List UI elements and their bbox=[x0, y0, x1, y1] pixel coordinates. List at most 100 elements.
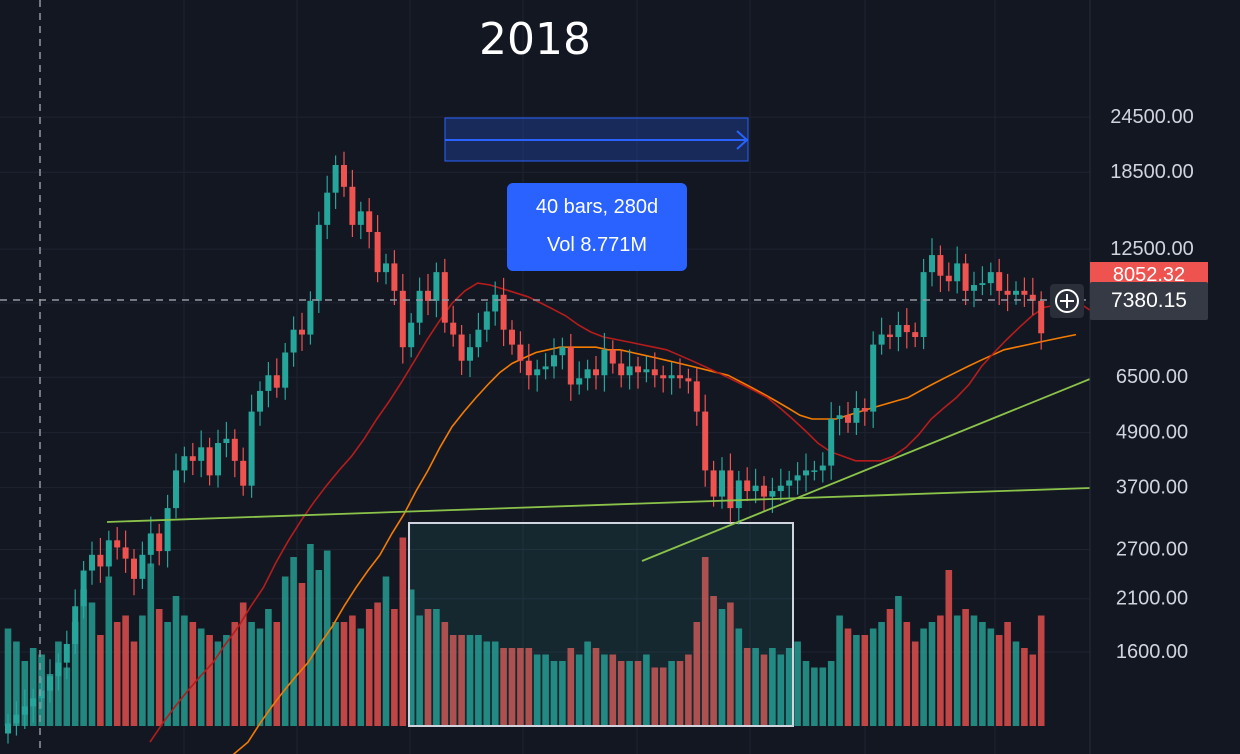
volume-bar bbox=[407, 589, 415, 726]
volume-bar bbox=[197, 628, 205, 726]
volume-bar bbox=[987, 628, 995, 726]
candle-body bbox=[727, 470, 734, 509]
ma-slow-line bbox=[232, 333, 1077, 754]
candle-body bbox=[761, 485, 767, 497]
volume-bar bbox=[508, 648, 516, 726]
volume-selection-box bbox=[408, 522, 794, 727]
volume-bar bbox=[315, 570, 323, 726]
candle-body bbox=[475, 329, 482, 348]
candle-body bbox=[324, 192, 331, 225]
candle-body bbox=[257, 390, 263, 412]
candle-body bbox=[215, 443, 221, 476]
candle-body bbox=[1029, 294, 1036, 301]
candle-body bbox=[273, 375, 280, 388]
volume-bar bbox=[449, 635, 457, 726]
volume-bar bbox=[424, 609, 432, 726]
volume-bar bbox=[349, 615, 356, 726]
price-axis[interactable]: 24500.0018500.0012500.009500.006500.0049… bbox=[1110, 106, 1193, 663]
volume-bar bbox=[937, 615, 944, 726]
volume-bar bbox=[567, 648, 575, 726]
candle-body bbox=[996, 272, 1003, 291]
candle-body bbox=[735, 480, 742, 509]
candle-body bbox=[231, 438, 238, 461]
volume-bar bbox=[752, 648, 759, 726]
candle-body bbox=[181, 456, 188, 471]
volume-bar bbox=[382, 576, 390, 726]
volume-bar bbox=[122, 615, 129, 726]
volume-bar bbox=[634, 661, 642, 726]
measure-arrow-head bbox=[736, 130, 749, 150]
add-plus-icon[interactable] bbox=[1050, 284, 1084, 318]
candle-body bbox=[794, 475, 801, 481]
volume-bar bbox=[466, 635, 474, 726]
volume-bar bbox=[298, 583, 306, 726]
candle-body bbox=[534, 369, 541, 376]
volume-bar bbox=[533, 654, 541, 726]
candle-body bbox=[845, 415, 851, 423]
candle-body bbox=[551, 355, 557, 367]
volume-bar bbox=[760, 654, 768, 726]
candle-body bbox=[626, 366, 633, 376]
volume-bar bbox=[105, 576, 113, 726]
candle-body bbox=[483, 311, 490, 330]
volume-bar bbox=[248, 622, 255, 726]
volume-bar bbox=[206, 635, 213, 726]
volume-bar bbox=[794, 641, 801, 726]
volume-bar bbox=[592, 648, 600, 726]
price-tick-label: 12500.00 bbox=[1110, 238, 1193, 260]
candle-body bbox=[63, 643, 70, 663]
candle-body bbox=[618, 363, 625, 376]
candle-body bbox=[433, 272, 440, 301]
candle-body bbox=[660, 375, 667, 379]
volume-bar bbox=[601, 654, 608, 726]
candle-body bbox=[912, 332, 919, 338]
candle-body bbox=[920, 272, 927, 338]
candle-body bbox=[1013, 290, 1019, 295]
volume-bar bbox=[80, 589, 87, 726]
volume-bar bbox=[861, 635, 869, 726]
candle-body bbox=[366, 211, 373, 232]
measure-volume-text: Vol 8.771M bbox=[546, 234, 648, 256]
candle-body bbox=[509, 329, 515, 345]
candle-body bbox=[542, 366, 549, 370]
volume-bar bbox=[1037, 615, 1045, 726]
volume-bar bbox=[911, 641, 919, 726]
candle-body bbox=[458, 334, 465, 361]
volume-bar bbox=[517, 648, 524, 726]
candle-body bbox=[719, 470, 725, 497]
volume-bar bbox=[231, 622, 239, 726]
volume-bar bbox=[945, 570, 953, 726]
candle-body bbox=[139, 554, 146, 579]
support-trendline[interactable] bbox=[106, 487, 1091, 523]
candle-body bbox=[609, 349, 616, 364]
candle-body bbox=[887, 334, 893, 338]
volume-bar bbox=[811, 667, 818, 726]
candle-body bbox=[467, 347, 473, 361]
volume-bar bbox=[827, 661, 835, 726]
volume-bar bbox=[559, 661, 566, 726]
volume-bar bbox=[374, 602, 381, 726]
rising-trendline[interactable] bbox=[641, 378, 1091, 562]
candle-body bbox=[89, 554, 95, 571]
candle-body bbox=[30, 698, 37, 707]
candle-body bbox=[525, 360, 532, 376]
candle-body bbox=[299, 329, 305, 335]
volume-bar bbox=[542, 654, 549, 726]
candle-body bbox=[5, 723, 11, 734]
candle-body bbox=[769, 491, 776, 497]
volume-bar bbox=[685, 654, 692, 726]
candle-body bbox=[408, 322, 415, 348]
volume-bar bbox=[239, 602, 247, 726]
volume-bar bbox=[307, 544, 314, 726]
candle-body bbox=[500, 294, 507, 330]
volume-bar bbox=[609, 654, 617, 726]
volume-bar bbox=[979, 622, 986, 726]
volume-bar bbox=[265, 609, 272, 726]
candle-body bbox=[282, 352, 289, 388]
measure-bars-text: 40 bars, 280d bbox=[535, 196, 659, 218]
volume-bar bbox=[433, 609, 440, 726]
volume-bar bbox=[844, 628, 852, 726]
volume-bar bbox=[928, 622, 936, 726]
